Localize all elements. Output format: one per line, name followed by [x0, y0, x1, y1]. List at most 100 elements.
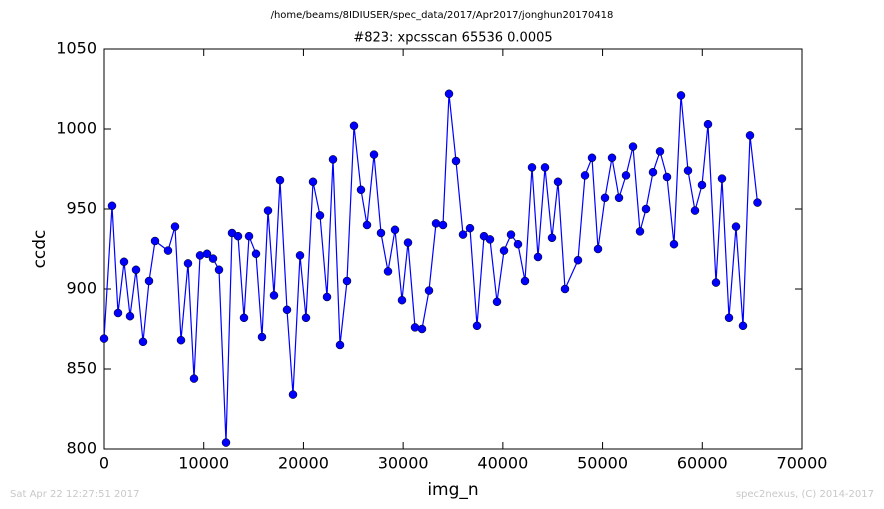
point: [119, 257, 129, 267]
x-tick-label: 60000: [677, 454, 728, 473]
point: [431, 219, 441, 228]
y-tick-label: 800: [66, 439, 97, 458]
point: [587, 153, 597, 163]
x-tick-label: 50000: [577, 454, 628, 473]
x-tick-label: 70000: [777, 454, 828, 473]
point: [322, 292, 332, 302]
point: [208, 254, 218, 263]
point: [263, 206, 273, 215]
y-tick-label: 850: [66, 359, 97, 378]
point: [513, 239, 523, 249]
point: [703, 119, 713, 129]
point: [328, 155, 338, 164]
point: [451, 156, 461, 166]
point: [244, 231, 254, 241]
point: [676, 91, 686, 100]
point: [593, 244, 603, 254]
point: [607, 153, 617, 163]
point: [295, 251, 305, 260]
point: [150, 236, 160, 246]
footer-right: spec2nexus, (C) 2014-2017: [736, 489, 874, 500]
point: [202, 249, 212, 259]
point: [349, 121, 359, 131]
point: [628, 142, 638, 151]
point: [614, 193, 624, 203]
point: [138, 337, 148, 347]
point: [573, 255, 583, 265]
point: [547, 233, 557, 243]
point: [690, 206, 700, 215]
point: [753, 198, 762, 207]
point: [288, 390, 298, 399]
point: [560, 284, 570, 294]
point: [362, 220, 372, 230]
point: [655, 147, 665, 156]
point: [669, 239, 679, 249]
point: [239, 313, 249, 323]
point: [221, 438, 231, 447]
point: [342, 276, 352, 286]
point: [315, 211, 325, 220]
point: [711, 278, 721, 287]
point: [107, 201, 117, 211]
point: [465, 223, 475, 233]
point: [356, 185, 366, 195]
point: [163, 246, 173, 255]
point: [621, 171, 631, 180]
point: [251, 249, 261, 259]
point: [724, 313, 734, 323]
point: [383, 267, 393, 276]
point: [397, 295, 407, 305]
point: [641, 204, 651, 214]
point: [424, 286, 434, 295]
point: [308, 177, 318, 187]
point: [99, 334, 109, 343]
x-axis-label: img_n: [427, 480, 478, 500]
point: [492, 297, 502, 307]
point: [648, 167, 658, 177]
point: [275, 175, 285, 185]
point: [553, 177, 563, 187]
point: [662, 172, 672, 182]
point: [214, 265, 224, 275]
point: [269, 291, 279, 300]
y-axis-label: ccdc: [30, 230, 50, 269]
footer-left: Sat Apr 22 12:27:51 2017: [10, 489, 140, 500]
point: [697, 180, 707, 190]
point: [738, 321, 748, 331]
point: [499, 246, 509, 255]
point: [176, 335, 186, 345]
point: [170, 222, 180, 231]
point: [376, 228, 386, 238]
point: [189, 374, 199, 383]
point: [195, 251, 205, 260]
point: [635, 227, 645, 236]
point: [183, 259, 193, 268]
point: [131, 265, 141, 275]
point: [125, 311, 135, 321]
y-tick-label: 1050: [56, 39, 97, 58]
point: [683, 166, 693, 175]
suptitle: /home/beams/8IDIUSER/spec_data/2017/Apr2…: [271, 10, 614, 21]
point: [580, 171, 590, 180]
y-tick-label: 950: [66, 199, 97, 218]
plot-frame: [103, 48, 803, 450]
point: [458, 230, 468, 239]
x-tick-label: 10000: [178, 454, 229, 473]
x-tick-label: 30000: [378, 454, 429, 473]
point: [282, 305, 292, 315]
point: [533, 252, 543, 262]
point: [745, 131, 755, 140]
chart-title: #823: xpcsscan 65536 0.0005: [353, 31, 552, 46]
point: [403, 238, 413, 247]
point: [369, 150, 379, 159]
point: [520, 276, 530, 286]
point: [257, 332, 267, 342]
y-tick-label: 1000: [56, 119, 97, 138]
point: [390, 225, 400, 235]
point: [301, 313, 311, 323]
point: [438, 220, 448, 230]
y-tick-label: 900: [66, 279, 97, 298]
point: [506, 230, 516, 239]
